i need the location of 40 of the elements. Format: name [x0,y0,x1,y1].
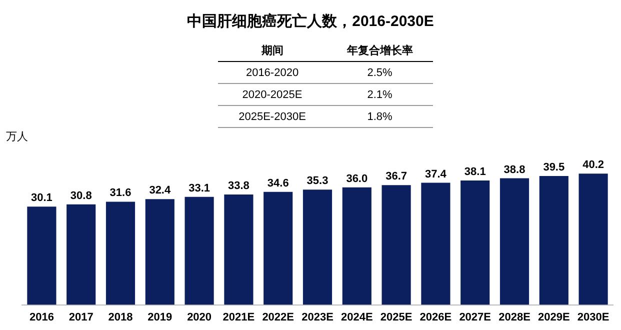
data-label: 34.6 [267,177,289,190]
x-tick-label: 2025E [380,311,412,324]
data-label: 30.8 [70,190,92,202]
data-label: 32.4 [149,184,172,197]
x-tick-label: 2027E [459,311,492,324]
text: 1.8% [326,106,433,128]
x-tick-label: 2029E [538,311,570,324]
text: 期间 [218,40,327,62]
x-tick-label: 2028E [498,311,530,324]
x-tick-label: 2019 [148,311,172,324]
text: 2.5% [326,62,433,84]
data-label: 36.0 [346,172,368,185]
data-label: 33.1 [188,182,210,194]
text: 年复合增长率 [326,40,433,62]
data-label: 40.2 [582,159,604,172]
x-tick-label: 2018 [108,311,133,324]
x-tick-label: 2020 [187,311,212,324]
data-label: 36.7 [386,170,408,183]
text: 2025E-2030E [218,106,327,128]
data-label: 38.1 [464,166,486,178]
x-tick-label: 2023E [302,311,334,324]
data-label: 37.4 [424,168,448,180]
data-label: 39.5 [543,161,565,174]
x-tick-label: 2022E [262,311,294,324]
x-tick-label: 2024E [340,311,373,324]
y-axis-title: 万人 [6,130,28,144]
text: 2020-2025E [218,84,327,106]
data-label: 30.1 [30,192,52,204]
x-tick-label: 2016 [29,311,54,324]
chart-title: 中国肝细胞癌死亡人数，2016-2030E [186,12,435,31]
data-label: 38.8 [504,164,526,176]
x-tick-label: 2017 [68,311,94,324]
x-tick-label: 2021E [222,311,255,324]
data-label: 33.8 [228,180,250,192]
x-tick-label: 2026E [420,311,452,324]
text: 2016-2020 [218,62,327,84]
data-label: 31.6 [110,187,132,200]
data-label: 35.3 [306,175,328,188]
text: 2.1% [326,84,433,106]
x-tick-label: 2030E [577,311,610,324]
